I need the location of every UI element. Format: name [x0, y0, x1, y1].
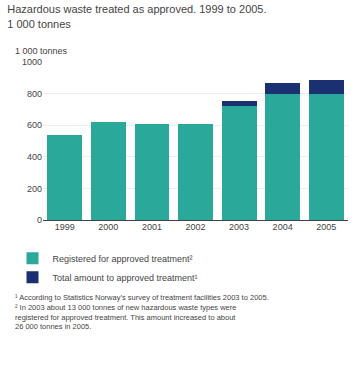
- svg-text:2004: 2004: [273, 222, 293, 232]
- svg-text:Hazardous waste treated as app: Hazardous waste treated as approved. 199…: [7, 3, 266, 29]
- svg-text:2000: 2000: [98, 222, 118, 232]
- svg-text:1 000 tonnes: 1 000 tonnes: [15, 46, 68, 56]
- svg-text:2003: 2003: [229, 222, 249, 232]
- svg-text:Total amount to approved treat: Total amount to approved treatment¹: [53, 273, 198, 283]
- svg-text:2005: 2005: [316, 222, 336, 232]
- svg-text:400: 400: [27, 152, 42, 162]
- svg-text:1000: 1000: [22, 57, 42, 67]
- svg-text:¹ According to Statistics Norw: ¹ According to Statistics Norway’s surve…: [15, 293, 269, 331]
- svg-text:2002: 2002: [185, 222, 205, 232]
- svg-text:200: 200: [27, 184, 42, 194]
- svg-text:0: 0: [37, 215, 42, 225]
- svg-text:800: 800: [27, 89, 42, 99]
- svg-text:600: 600: [27, 120, 42, 130]
- svg-text:Registered for approved treatm: Registered for approved treatment²: [53, 254, 193, 264]
- svg-text:1999: 1999: [55, 222, 75, 232]
- svg-text:2001: 2001: [142, 222, 162, 232]
